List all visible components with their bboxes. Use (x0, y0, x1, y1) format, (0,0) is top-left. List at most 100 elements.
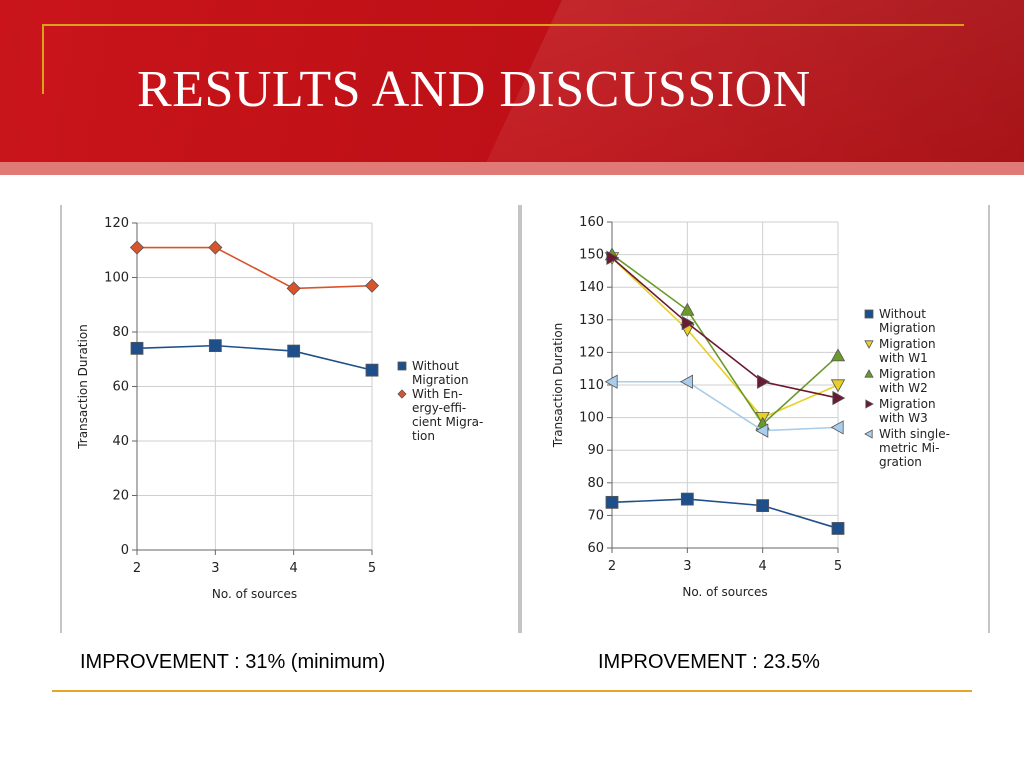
data-point (755, 423, 769, 438)
data-point (680, 492, 694, 506)
series-line (611, 253, 839, 426)
series-line (611, 257, 839, 399)
y-tick-label: 140 (579, 280, 604, 295)
y-tick-label: 130 (579, 313, 604, 328)
legend-label: ergy-effi- (412, 401, 466, 415)
x-axis-label: No. of sources (212, 587, 297, 601)
legend-label: Migration (412, 373, 469, 387)
chart-left: 0 20 40 60 80 100 120 2 3 4 5 No. of sources Transac… (60, 205, 520, 633)
y-tick-label: 160 (579, 215, 604, 230)
legend-marker (397, 389, 407, 399)
data-point (831, 522, 845, 535)
x-tick-label: 4 (759, 559, 767, 574)
chart-left-svg: 0 20 40 60 80 100 120 2 3 4 5 No. of sources Transac… (60, 205, 520, 633)
x-tick-label: 2 (608, 559, 616, 574)
legend-label: Without (879, 307, 926, 321)
series-1 (129, 240, 380, 296)
y-tick-label: 40 (112, 434, 129, 449)
x-axis-label: No. of sources (682, 585, 767, 599)
caption-left: IMPROVEMENT : 31% (minimum) (80, 651, 386, 673)
data-point (757, 374, 770, 389)
x-tick-label: 3 (211, 561, 219, 576)
legend-entry-4: With single-metric Mi-gration (864, 427, 950, 469)
y-tick-label: 90 (587, 443, 604, 458)
data-point (604, 374, 618, 389)
series-3 (606, 250, 846, 406)
series-0 (130, 339, 379, 377)
legend-label: Migration (879, 321, 936, 335)
data-point (832, 390, 846, 406)
caption-right: IMPROVEMENT : 23.5% (598, 651, 820, 673)
legend-marker (864, 340, 874, 349)
legend-entry-1: With En-ergy-effi-cient Migra-tion (397, 387, 483, 443)
data-point (605, 495, 619, 509)
y-tick-label: 100 (579, 411, 604, 426)
x-tick-label: 5 (368, 561, 376, 576)
legend-label: with W1 (879, 351, 928, 365)
x-tick-label: 2 (133, 561, 141, 576)
data-point (208, 339, 222, 353)
series-line (137, 246, 373, 290)
y-tick-label: 0 (121, 543, 129, 558)
slide-header: RESULTS AND DISCUSSION (0, 0, 1024, 175)
bottom-rule (52, 690, 972, 692)
chart-right-svg: 60 70 80 90 100 110 120 130 140 150 160 2 3 4 5 No. of … (520, 205, 990, 633)
y-tick-label: 120 (104, 216, 129, 231)
data-point (208, 240, 223, 255)
series-2 (604, 247, 846, 430)
series-line (611, 498, 839, 530)
y-tick-label: 60 (112, 380, 129, 395)
legend-label: With single- (879, 427, 950, 441)
gold-rule-vertical (42, 24, 44, 94)
series-line (612, 380, 839, 432)
legend-label: gration (879, 455, 922, 469)
legend-marker (865, 399, 874, 409)
gold-rule-horizontal (42, 24, 964, 26)
legend-marker (397, 361, 407, 371)
data-point (681, 315, 695, 331)
series-1 (604, 252, 846, 425)
legend-marker (864, 309, 874, 319)
legend-marker (864, 429, 873, 439)
y-tick-label: 70 (587, 508, 604, 523)
legend-label: Migration (879, 337, 936, 351)
data-point (830, 348, 846, 362)
data-point (756, 499, 770, 513)
series-line (611, 257, 839, 419)
legend-label: with W2 (879, 381, 928, 395)
chart-right: 60 70 80 90 100 110 120 130 140 150 160 2 3 4 5 No. of … (520, 205, 990, 633)
y-tick-label: 120 (579, 345, 604, 360)
y-tick-label: 80 (112, 325, 129, 340)
legend-label: metric Mi- (879, 441, 939, 455)
data-point (830, 379, 846, 393)
data-point (287, 344, 301, 358)
legend-marker (864, 369, 874, 378)
data-point (680, 302, 695, 316)
slide-title: RESULTS AND DISCUSSION (137, 61, 811, 118)
series-4 (604, 374, 844, 438)
data-point (606, 250, 620, 266)
data-point (286, 281, 301, 296)
series-0 (605, 492, 845, 535)
y-axis-label: Transaction Duration (76, 324, 90, 450)
data-point (680, 374, 693, 389)
x-tick-label: 5 (834, 559, 842, 574)
legend-label: cient Migra- (412, 415, 483, 429)
x-tick-label: 4 (290, 561, 298, 576)
series-line (136, 344, 373, 371)
legend-label: tion (412, 429, 435, 443)
data-point (129, 240, 145, 255)
y-tick-label: 100 (104, 271, 129, 286)
y-tick-label: 80 (587, 476, 604, 491)
legend-label: Migration (879, 397, 936, 411)
y-tick-label: 110 (579, 378, 604, 393)
y-tick-label: 150 (579, 248, 604, 263)
legend-label: with W3 (879, 411, 928, 425)
data-point (830, 420, 844, 435)
y-tick-label: 20 (112, 489, 129, 504)
y-tick-label: 60 (587, 541, 604, 556)
